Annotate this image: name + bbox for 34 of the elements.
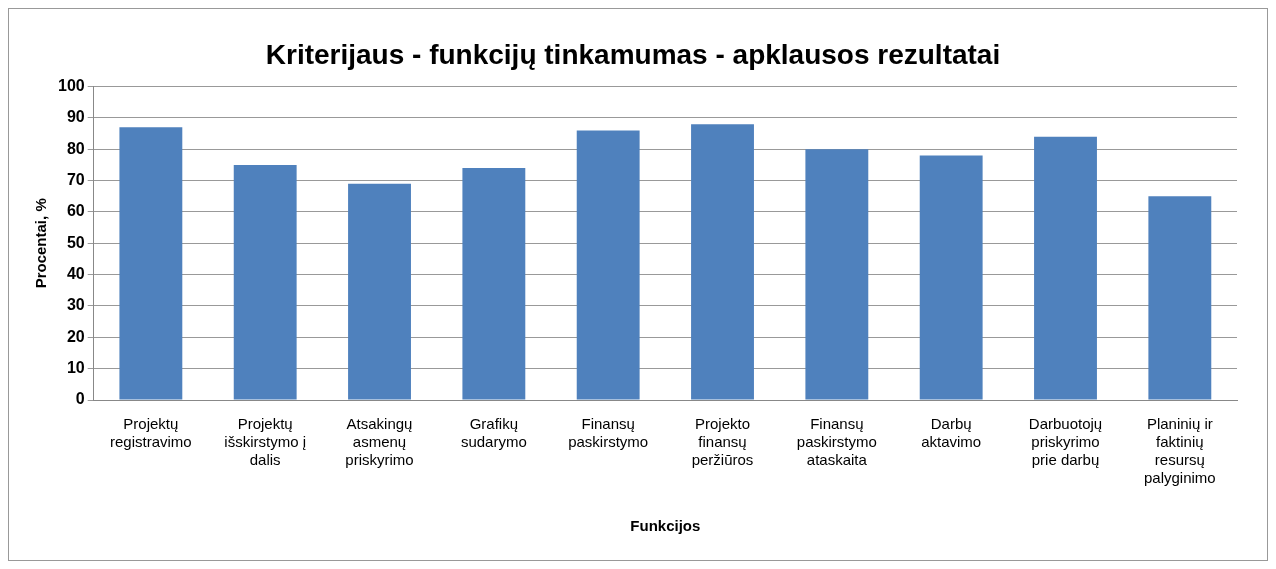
y-tick-label: 90	[66, 108, 85, 126]
x-tick-label: Atsakingų asmenų priskyrimo	[345, 415, 414, 469]
x-tick-label: Projektų registravimo	[110, 415, 192, 451]
y-tick-label: 30	[66, 296, 85, 314]
y-tick-label: 40	[66, 265, 85, 283]
y-tick-label: 20	[66, 327, 85, 345]
bar	[233, 164, 297, 400]
x-tick-label: Darbų aktavimo	[921, 415, 982, 451]
x-tick-label: Planinių ir faktinių resursų palyginimo	[1143, 415, 1216, 487]
bar	[1034, 136, 1097, 400]
x-tick-label: Grafikų sudarymo	[460, 415, 527, 451]
x-tick-label: Projektų išskirstymo į dalis	[224, 415, 307, 469]
bar	[576, 130, 640, 400]
y-tick-label: 10	[66, 359, 85, 377]
bar	[119, 127, 183, 400]
x-tick-label: Projekto finansų peržiūros	[691, 415, 754, 469]
y-axis-title: Procentai, %	[32, 198, 50, 289]
y-tick-label: 70	[66, 171, 85, 189]
bar	[919, 155, 983, 400]
bar	[805, 149, 869, 400]
x-tick-label: Darbuotojų priskyrimo prie darbų	[1028, 415, 1103, 469]
x-tick-label: Finansų paskirstymo ataskaita	[796, 415, 877, 469]
y-tick-label: 0	[75, 390, 85, 408]
x-tick-label: Finansų paskirstymo	[568, 415, 649, 451]
bar	[691, 124, 754, 400]
y-tick-label: 100	[57, 77, 85, 95]
y-tick-label: 50	[66, 233, 85, 251]
x-axis-title: Funkcijos	[630, 517, 701, 535]
chart-title: Kriterijaus - funkcijų tinkamumas - apklausos rezultatai	[265, 38, 1001, 70]
y-tick-label: 80	[66, 139, 85, 157]
bar	[1148, 196, 1212, 400]
bar	[348, 183, 411, 400]
y-tick-label: 60	[66, 202, 85, 220]
bar	[462, 168, 526, 400]
